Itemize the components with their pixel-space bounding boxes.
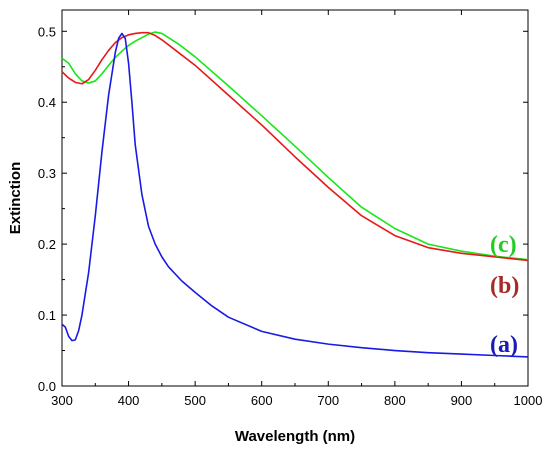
tick-labels: 300 400 500 600 700 800 900 1000 0.0 0.1 0.2 0.3 0.4…	[38, 24, 543, 408]
series-label-c: (c)	[490, 232, 517, 258]
y-tick-label: 0.2	[38, 237, 56, 252]
x-tick-label: 600	[251, 393, 273, 408]
y-axis-title: Extinction	[7, 162, 24, 235]
x-tick-label: 500	[184, 393, 206, 408]
x-tick-label: 1000	[514, 393, 543, 408]
x-tick-label: 300	[51, 393, 73, 408]
series-label-b: (b)	[490, 273, 519, 299]
x-tick-label: 800	[384, 393, 406, 408]
series-line-b	[61, 31, 529, 262]
plot-frame	[61, 9, 529, 387]
y-tick-label: 0.4	[38, 95, 56, 110]
y-tick-label: 0.1	[38, 308, 56, 323]
series-label-a: (a)	[490, 332, 518, 358]
x-axis-title: Wavelength (nm)	[235, 428, 355, 445]
x-tick-label: 400	[118, 393, 140, 408]
ticks	[61, 10, 529, 387]
y-tick-label: 0.5	[38, 24, 56, 39]
y-tick-label: 0.0	[38, 379, 56, 394]
series-line-a	[61, 32, 529, 358]
series-line-c	[61, 31, 529, 261]
y-tick-label: 0.3	[38, 166, 56, 181]
x-tick-label: 900	[451, 393, 473, 408]
x-tick-label: 700	[317, 393, 339, 408]
series-lines	[61, 31, 529, 358]
